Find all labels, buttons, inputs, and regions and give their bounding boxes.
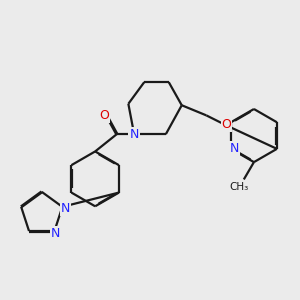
Text: CH₃: CH₃ [230,182,249,192]
Text: N: N [230,142,239,155]
Text: O: O [222,118,231,130]
Text: N: N [61,202,70,215]
Text: N: N [129,128,139,141]
Text: O: O [99,109,109,122]
Text: N: N [51,227,61,240]
